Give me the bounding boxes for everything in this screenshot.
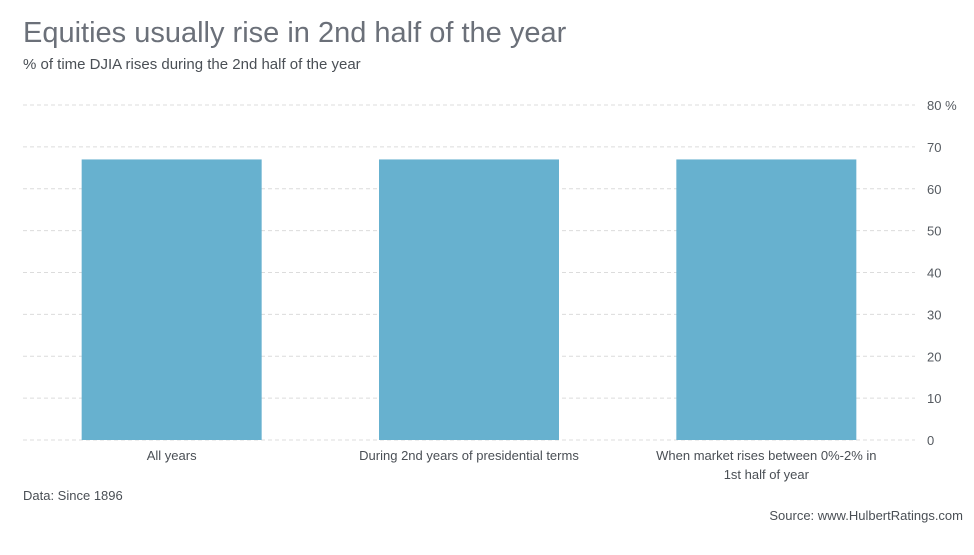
category-label: When market rises between 0%-2% in	[656, 448, 876, 463]
y-tick-label: 70	[927, 140, 941, 155]
data-note: Data: Since 1896	[23, 488, 123, 503]
y-tick-label: 30	[927, 307, 941, 322]
y-tick-label: 10	[927, 391, 941, 406]
source-credit: Source: www.HulbertRatings.com	[769, 508, 963, 523]
y-tick-label: 0	[927, 433, 934, 448]
bar	[676, 159, 857, 440]
y-tick-label: 80 %	[927, 98, 957, 113]
x-axis-labels: All years During 2nd years of presidentia…	[147, 448, 877, 482]
y-axis-ticks: 0 10 20 30 40 50 60 70 80 %	[927, 98, 957, 448]
bar	[379, 159, 559, 440]
chart-title: Equities usually rise in 2nd half of the…	[23, 17, 567, 49]
y-tick-label: 20	[927, 349, 941, 364]
chart-subtitle: % of time DJIA rises during the 2nd half…	[23, 56, 361, 73]
y-tick-label: 40	[927, 266, 941, 281]
y-tick-label: 60	[927, 182, 941, 197]
bars	[81, 159, 857, 440]
y-tick-label: 50	[927, 224, 941, 239]
category-label: During 2nd years of presidential terms	[359, 448, 579, 463]
bar	[81, 159, 262, 440]
category-label: 1st half of year	[724, 467, 810, 482]
category-label: All years	[147, 448, 197, 463]
